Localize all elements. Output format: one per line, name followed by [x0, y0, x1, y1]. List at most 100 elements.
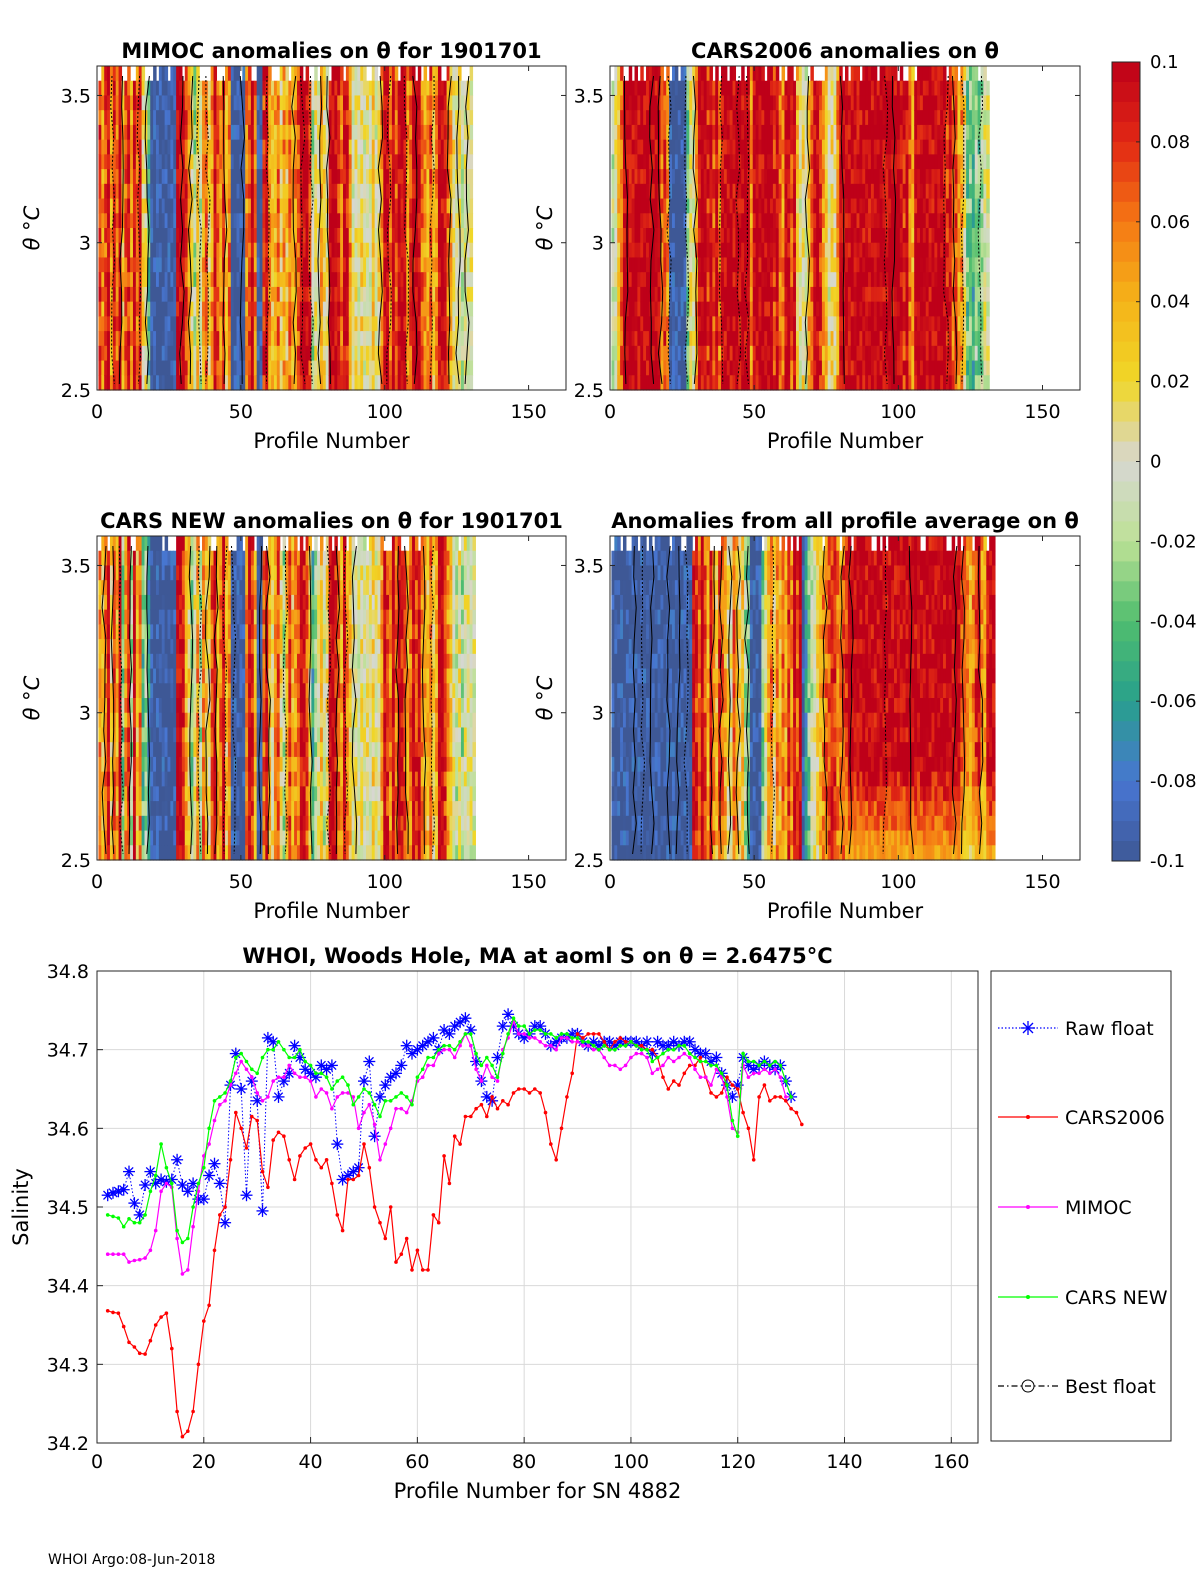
- heatmap-cell: [158, 345, 163, 362]
- heatmap-cell: [646, 124, 650, 141]
- heatmap-cell: [363, 331, 367, 347]
- heatmap-cell: [692, 198, 696, 214]
- heatmap-cell: [389, 95, 393, 111]
- heatmap-cell: [729, 345, 734, 362]
- heatmap-cell: [245, 286, 249, 303]
- heatmap-cell: [391, 228, 396, 244]
- heatmap-cell: [412, 110, 416, 126]
- heatmap-cell: [377, 124, 382, 141]
- heatmap-cell: [400, 301, 405, 317]
- heatmap-cell: [112, 316, 117, 332]
- heatmap-cell: [302, 257, 307, 273]
- heatmap-cell: [446, 198, 451, 214]
- heatmap-cell: [98, 124, 102, 141]
- heatmap-cell: [732, 139, 737, 155]
- heatmap-cell: [337, 331, 341, 347]
- heatmap-cell: [343, 183, 347, 200]
- heatmap-cell: [620, 154, 624, 170]
- heatmap-cell: [161, 272, 166, 288]
- heatmap-cell: [138, 375, 143, 391]
- heatmap-cell: [348, 228, 353, 244]
- heatmap-cell: [204, 213, 209, 229]
- heatmap-cell: [325, 360, 330, 376]
- heatmap-cell: [190, 257, 194, 273]
- heatmap-cell: [325, 66, 330, 82]
- heatmap-cell: [634, 80, 638, 97]
- heatmap-cell: [374, 228, 379, 244]
- heatmap-cell: [343, 257, 347, 273]
- heatmap-cell: [709, 345, 713, 362]
- heatmap-cell: [469, 316, 474, 332]
- heatmap-cell: [213, 95, 218, 111]
- heatmap-cell: [248, 80, 252, 97]
- heatmap-cell: [337, 360, 341, 376]
- heatmap-cell: [406, 345, 410, 362]
- heatmap-cell: [225, 345, 229, 362]
- heatmap-cell: [721, 80, 725, 97]
- heatmap-cell: [296, 257, 301, 273]
- heatmap-cell: [449, 272, 453, 288]
- heatmap-cell: [420, 301, 425, 317]
- heatmap-cell: [432, 375, 436, 391]
- heatmap-cell: [250, 375, 255, 391]
- heatmap-cell: [383, 360, 387, 376]
- heatmap-cell: [443, 228, 448, 244]
- heatmap-cell: [709, 198, 713, 214]
- heatmap-cell: [386, 331, 390, 347]
- heatmap-cell: [758, 360, 762, 376]
- heatmap-cell: [340, 198, 344, 214]
- heatmap-cell: [683, 198, 688, 214]
- heatmap-cell: [150, 139, 154, 155]
- heatmap-cell: [394, 110, 399, 126]
- heatmap-cell: [233, 316, 238, 332]
- heatmap-cell: [340, 139, 344, 155]
- heatmap-cell: [643, 169, 647, 185]
- heatmap-cell: [752, 228, 757, 244]
- heatmap-cell: [721, 242, 725, 259]
- heatmap-cell: [118, 183, 123, 200]
- heatmap-cell: [449, 66, 453, 82]
- heatmap-cell: [351, 360, 356, 376]
- heatmap-cell: [380, 316, 384, 332]
- heatmap-cell: [412, 316, 416, 332]
- heatmap-cell: [695, 242, 699, 259]
- heatmap-cell: [417, 169, 422, 185]
- heatmap-cell: [397, 80, 402, 97]
- heatmap-cell: [213, 331, 218, 347]
- heatmap-cell: [801, 228, 806, 244]
- heatmap-cell: [210, 183, 215, 200]
- heatmap-cell: [144, 169, 148, 185]
- heatmap-cell: [660, 183, 664, 200]
- heatmap-cell: [239, 183, 243, 200]
- heatmap-cell: [236, 257, 241, 273]
- heatmap-cell: [680, 375, 685, 391]
- heatmap-cell: [744, 286, 748, 303]
- heatmap-cell: [115, 375, 120, 391]
- heatmap-cell: [291, 139, 295, 155]
- heatmap-cell: [674, 110, 679, 126]
- heatmap-cell: [115, 213, 120, 229]
- heatmap-cell: [752, 242, 757, 259]
- heatmap-cell: [400, 257, 405, 273]
- heatmap-cell: [196, 95, 200, 111]
- heatmap-cell: [414, 257, 419, 273]
- heatmap-cell: [282, 95, 287, 111]
- heatmap-cell: [455, 272, 459, 288]
- heatmap-cell: [374, 345, 379, 362]
- heatmap-cell: [118, 66, 123, 82]
- heatmap-cell: [331, 80, 335, 97]
- heatmap-cell: [729, 124, 734, 141]
- heatmap-cell: [689, 154, 693, 170]
- heatmap-cell: [236, 95, 241, 111]
- heatmap-cell: [366, 360, 370, 376]
- heatmap-cell: [147, 375, 151, 391]
- heatmap-cell: [230, 183, 235, 200]
- heatmap-cell: [746, 124, 751, 141]
- heatmap-cell: [204, 316, 209, 332]
- heatmap-cell: [770, 257, 774, 273]
- heatmap-cell: [781, 169, 786, 185]
- heatmap-cell: [141, 272, 146, 288]
- heatmap-cell: [187, 316, 192, 332]
- heatmap-cell: [374, 183, 379, 200]
- heatmap-cell: [363, 169, 367, 185]
